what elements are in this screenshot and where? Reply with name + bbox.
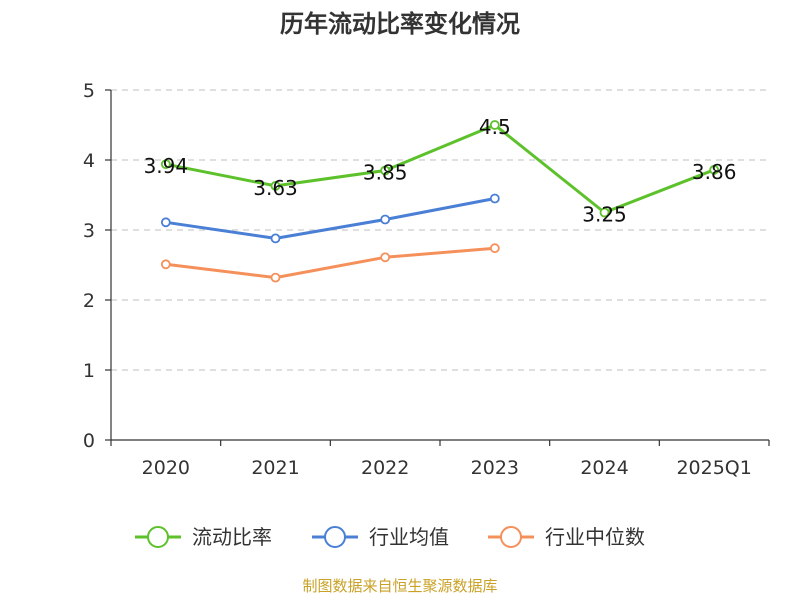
point-1-3	[489, 193, 500, 204]
x-axis: 2020 2021 2022 2023 2024 2025Q1	[110, 439, 770, 479]
series-group	[160, 120, 720, 283]
data-labels: 3.94 3.63 3.85 4.5 3.25 3.86	[144, 115, 737, 227]
point-2-0	[160, 259, 171, 270]
legend-marker-0	[147, 526, 169, 548]
point-0-5	[709, 164, 720, 175]
point-1-0	[160, 217, 171, 228]
y-tick-label-5: 5	[83, 80, 95, 102]
point-1-2	[380, 214, 391, 225]
x-tick-label-3: 2023	[471, 457, 519, 479]
data-label-0-2: 3.85	[363, 161, 408, 185]
y-tick-label-4: 4	[83, 150, 95, 172]
point-0-4	[599, 207, 610, 218]
data-label-0-1: 3.63	[253, 176, 298, 200]
x-tick-label-5: 2025Q1	[676, 457, 751, 479]
data-label-0-4: 3.25	[582, 203, 627, 227]
point-2-2	[380, 252, 391, 263]
y-axis: 0 1 2 3 4 5	[83, 80, 112, 452]
x-tick-label-2: 2022	[361, 457, 409, 479]
x-tick-label-4: 2024	[580, 457, 628, 479]
legend-label-1: 行业均值	[369, 525, 449, 549]
x-tick-label-0: 2020	[142, 457, 190, 479]
series-line-0	[165, 123, 715, 214]
point-2-3	[489, 243, 500, 254]
x-tick-label-1: 2021	[251, 457, 299, 479]
y-tick-label-2: 2	[83, 290, 95, 312]
point-1-1	[270, 233, 281, 244]
point-0-1	[270, 180, 281, 191]
point-0-0	[160, 159, 171, 170]
source-note: 制图数据来自恒生聚源数据库	[302, 577, 497, 595]
point-0-2	[380, 165, 391, 176]
data-label-0-5: 3.86	[692, 160, 737, 184]
y-tick-label-3: 3	[83, 220, 95, 242]
data-label-0-3: 4.5	[479, 115, 511, 139]
y-tick-label-0: 0	[83, 430, 95, 452]
legend-label-2: 行业中位数	[545, 525, 645, 549]
series-line-1	[165, 197, 496, 240]
point-0-3	[489, 120, 500, 130]
data-label-0-0: 3.94	[144, 154, 189, 178]
y-tick-label-1: 1	[83, 360, 95, 382]
legend-label-0: 流动比率	[192, 525, 272, 549]
legend: 流动比率 行业均值 行业中位数	[135, 525, 645, 549]
point-2-1	[270, 272, 281, 283]
legend-marker-1	[324, 526, 346, 548]
series-line-2	[165, 246, 495, 280]
chart-title: 历年流动比率变化情况	[280, 10, 520, 38]
legend-marker-2	[500, 526, 522, 548]
